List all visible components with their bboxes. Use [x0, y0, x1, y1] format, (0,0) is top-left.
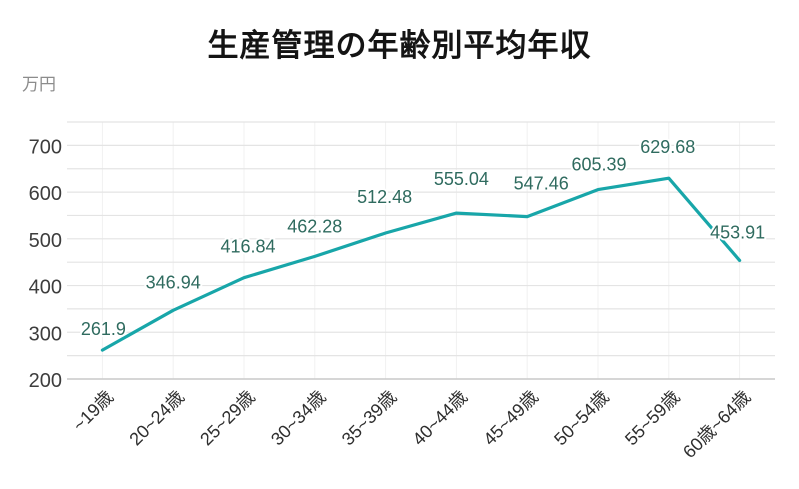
x-tick-label: 35~39歳 [338, 387, 401, 450]
x-tick-label: 20~24歳 [125, 387, 188, 450]
data-point-label: 416.84 [220, 237, 275, 257]
data-point-label: 605.39 [571, 155, 626, 175]
x-tick-label: ~19歳 [69, 387, 117, 435]
y-tick-label: 200 [29, 370, 62, 392]
income-line-series [100, 176, 742, 352]
data-point-label: 346.94 [146, 272, 201, 292]
y-tick-label: 600 [29, 183, 62, 205]
x-tick-label: 25~29歳 [196, 387, 259, 450]
y-tick-label: 300 [29, 323, 62, 345]
data-point-label: 555.04 [434, 169, 489, 189]
y-axis-unit-label: 万円 [22, 75, 56, 94]
data-point-label: 629.68 [640, 137, 695, 157]
data-point-label: 512.48 [357, 187, 412, 207]
x-tick-label: 50~54歳 [550, 387, 613, 450]
data-point-label: 547.46 [514, 174, 569, 194]
chart-title: 生産管理の年齢別平均年収 [207, 28, 592, 63]
x-tick-label: 55~59歳 [621, 387, 684, 450]
x-tick-label: 60歳~64歳 [679, 387, 754, 462]
y-tick-label: 700 [29, 136, 62, 158]
y-tick-label: 500 [29, 230, 62, 252]
x-tick-label: 30~34歳 [267, 387, 330, 450]
x-tick-label: 45~49歳 [479, 387, 542, 450]
data-point-label: 453.91 [710, 222, 765, 242]
y-tick-label: 400 [29, 277, 62, 299]
data-point-label: 261.9 [81, 319, 126, 339]
x-tick-label: 40~44歳 [409, 387, 472, 450]
data-point-label: 462.28 [287, 216, 342, 236]
